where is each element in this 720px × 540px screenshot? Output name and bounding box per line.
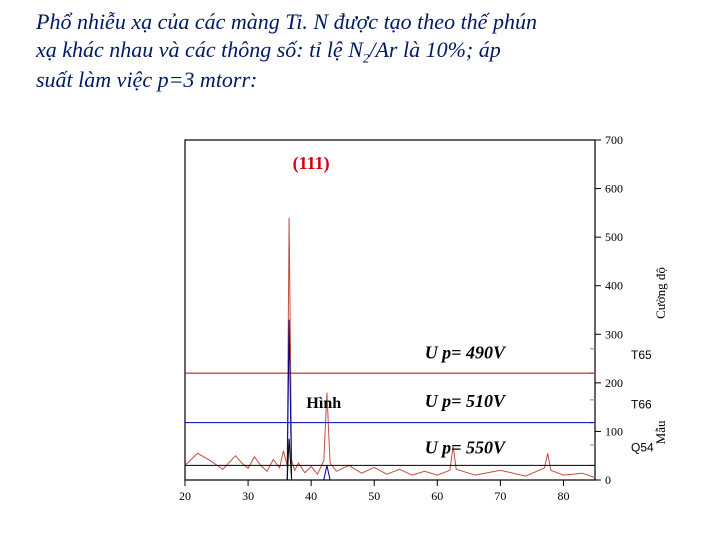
svg-text:500: 500 xyxy=(605,230,623,244)
svg-text:Cường độ: Cường độ xyxy=(653,267,668,319)
title-line2-b: /Ar là 10%; áp xyxy=(369,37,500,62)
svg-text:T65: T65 xyxy=(631,348,652,362)
title-line2-a: xạ khác nhau và các thông số: tỉ lệ N xyxy=(36,37,363,62)
svg-text:U p= 490V: U p= 490V xyxy=(425,343,507,363)
svg-text:100: 100 xyxy=(605,424,623,438)
svg-text:30: 30 xyxy=(242,489,254,503)
svg-text:400: 400 xyxy=(605,279,623,293)
svg-text:300: 300 xyxy=(605,327,623,341)
svg-text:20: 20 xyxy=(179,489,191,503)
svg-text:40: 40 xyxy=(305,489,317,503)
svg-text:700: 700 xyxy=(605,133,623,147)
svg-text:70: 70 xyxy=(494,489,506,503)
svg-text:600: 600 xyxy=(605,182,623,196)
svg-text:200: 200 xyxy=(605,376,623,390)
svg-text:50: 50 xyxy=(368,489,380,503)
svg-text:Mẫu: Mẫu xyxy=(653,420,668,444)
title-line3: suất làm việc p=3 mtorr: xyxy=(36,67,257,92)
svg-text:80: 80 xyxy=(557,489,569,503)
svg-text:(111): (111) xyxy=(293,153,330,174)
title-line1: Phổ nhiễu xạ của các màng Ti. N được tạo… xyxy=(36,9,537,34)
svg-text:60: 60 xyxy=(431,489,443,503)
svg-text:0: 0 xyxy=(605,473,611,487)
xrd-chart: 0 100 200 300 400 500 600 700 20 30 40 50 60 70 80 T65 T… xyxy=(130,120,690,520)
svg-text:Q54: Q54 xyxy=(631,440,654,454)
chart-svg: 0 100 200 300 400 500 600 700 20 30 40 50 60 70 80 T65 T… xyxy=(130,120,690,520)
slide-title: Phổ nhiễu xạ của các màng Ti. N được tạo… xyxy=(36,8,676,94)
svg-text:Hình: Hình xyxy=(306,395,341,412)
svg-text:U p= 510V: U p= 510V xyxy=(425,391,507,411)
svg-text:U p= 550V: U p= 550V xyxy=(425,437,507,457)
svg-text:T66: T66 xyxy=(631,398,652,412)
